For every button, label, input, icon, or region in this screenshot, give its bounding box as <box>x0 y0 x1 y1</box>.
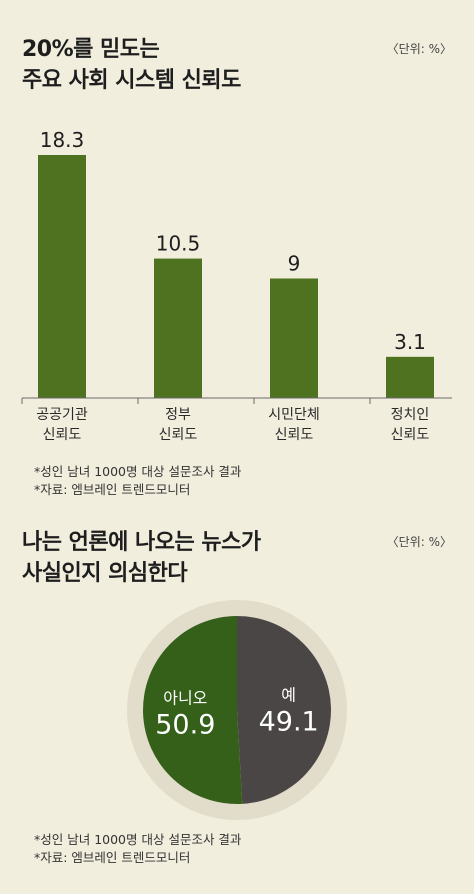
pie-chart-note-source: *자료: 엠브레인 트렌드모니터 <box>34 850 191 865</box>
bar-chart-title-line1: 20%를 믿도는 <box>22 37 160 62</box>
bar-chart-title-line2: 주요 사회 시스템 신뢰도 <box>22 68 241 93</box>
bar-chart-title: 20%를 믿도는 주요 사회 시스템 신뢰도 <box>22 34 241 96</box>
bar-1 <box>154 258 202 398</box>
bar-category-label-3-1: 신뢰도 <box>391 427 430 443</box>
bar-3 <box>386 356 434 398</box>
pie-slice-label-0: 아니오 <box>163 688 207 707</box>
bar-0 <box>38 155 86 398</box>
pie-chart-note-survey: *성인 남녀 1000명 대상 설문조사 결과 <box>34 832 242 847</box>
bar-category-label-0-0: 공공기관 <box>36 407 88 423</box>
pie-slice-label-1: 예 <box>281 686 296 705</box>
pie-chart-notes: *성인 남녀 1000명 대상 설문조사 결과 *자료: 엠브레인 트렌드모니터 <box>34 831 241 867</box>
bar-value-label-2: 9 <box>288 251 301 275</box>
bar-chart-unit: 〈단위: %〉 <box>386 42 452 56</box>
pie-slice-value-1: 49.1 <box>259 707 319 738</box>
bar-value-label-3: 3.1 <box>394 330 426 354</box>
bar-category-label-0-1: 신뢰도 <box>43 427 82 443</box>
bar-chart-notes: *성인 남녀 1000명 대상 설문조사 결과 *자료: 엠브레인 트렌드모니터 <box>34 463 241 499</box>
bar-category-label-3-0: 정치인 <box>391 407 430 423</box>
pie-chart-title-line1: 나는 언론에 나오는 뉴스가 <box>22 530 261 555</box>
bar-category-label-1-0: 정부 <box>165 407 191 423</box>
pie-chart: 아니오 50.9 예 49.1 <box>127 600 347 820</box>
bar-chart-note-survey: *성인 남녀 1000명 대상 설문조사 결과 <box>34 464 242 479</box>
bar-category-label-1-1: 신뢰도 <box>159 427 198 443</box>
bar-2 <box>270 278 318 398</box>
bar-chart-note-source: *자료: 엠브레인 트렌드모니터 <box>34 482 191 497</box>
bar-value-label-1: 10.5 <box>156 232 201 256</box>
pie-slice-0 <box>143 616 243 804</box>
bar-category-label-2-1: 신뢰도 <box>275 427 314 443</box>
pie-chart-unit: 〈단위: %〉 <box>386 535 452 549</box>
pie-chart-title-line2: 사실인지 의심한다 <box>22 561 188 586</box>
pie-slice-1 <box>237 616 332 804</box>
bar-value-label-0: 18.3 <box>40 128 85 152</box>
bar-category-label-2-0: 시민단체 <box>268 407 320 423</box>
pie-chart-title: 나는 언론에 나오는 뉴스가 사실인지 의심한다 <box>22 527 261 589</box>
pie-slice-value-0: 50.9 <box>155 709 215 740</box>
